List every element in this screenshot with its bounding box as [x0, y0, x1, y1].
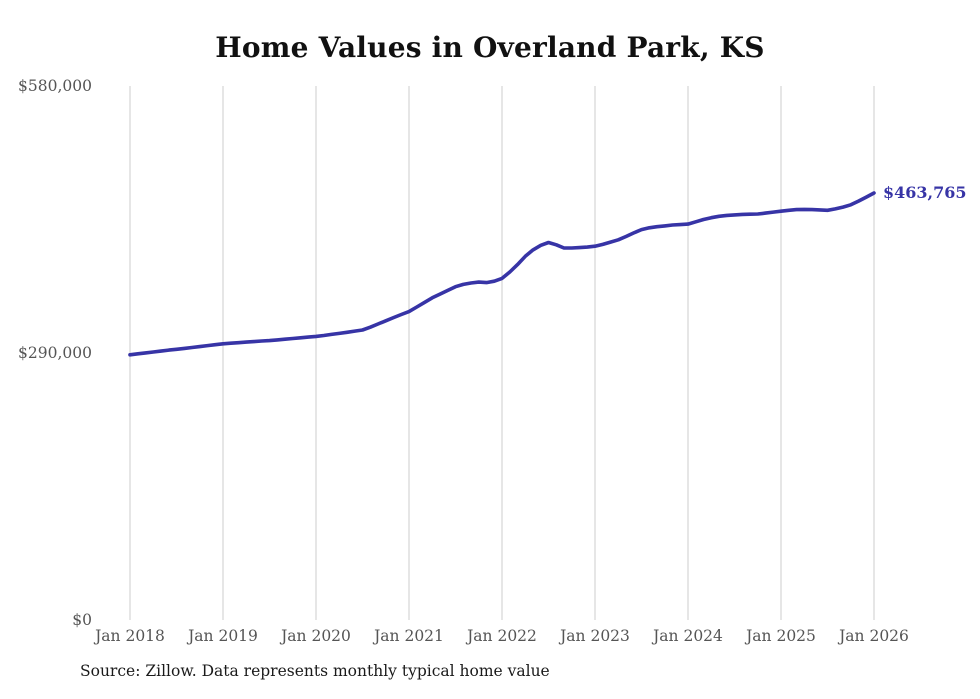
x-tick-label: Jan 2026 — [837, 627, 909, 645]
y-tick-label: $580,000 — [18, 77, 92, 95]
y-tick-label: $290,000 — [18, 344, 92, 362]
home-value-line — [128, 191, 876, 357]
x-tick-label: Jan 2020 — [279, 627, 351, 645]
x-tick-label: Jan 2019 — [186, 627, 258, 645]
x-tick-label: Jan 2022 — [465, 627, 537, 645]
chart-title: Home Values in Overland Park, KS — [215, 31, 765, 64]
x-tick-label: Jan 2023 — [558, 627, 630, 645]
x-tick-label: Jan 2021 — [372, 627, 444, 645]
end-value-label: $463,765 — [883, 183, 967, 202]
source-note: Source: Zillow. Data represents monthly … — [80, 662, 550, 680]
y-tick-label: $0 — [72, 611, 92, 629]
x-tick-label: Jan 2025 — [744, 627, 816, 645]
x-tick-label: Jan 2018 — [93, 627, 165, 645]
x-tick-label: Jan 2024 — [651, 627, 723, 645]
